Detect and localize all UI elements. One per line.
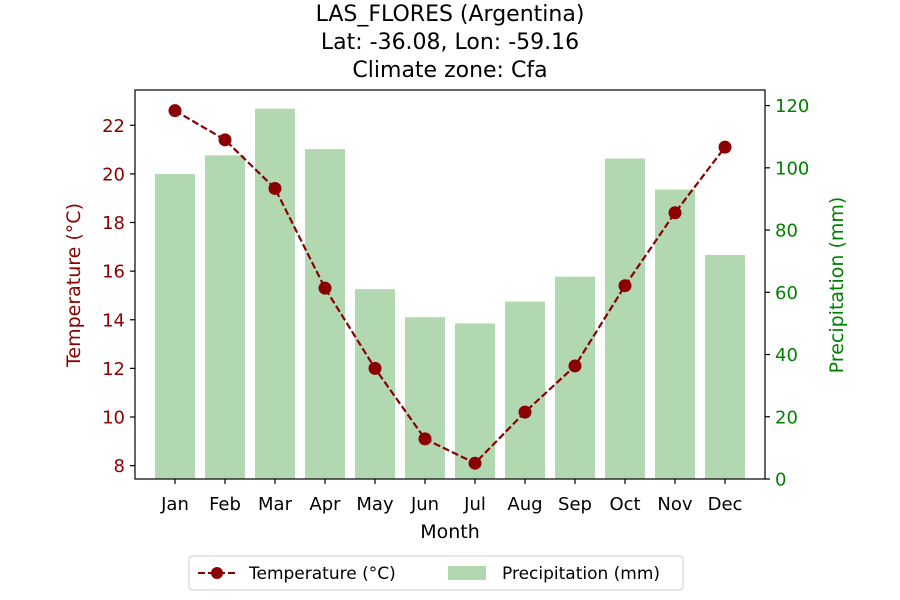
legend-frame	[188, 555, 684, 591]
chart-title-line-2: Lat: -36.08, Lon: -59.16	[321, 30, 579, 55]
precipitation-bar-may	[355, 289, 395, 479]
legend-precipitation-swatch	[448, 566, 486, 580]
right-tick-label: 0	[775, 470, 786, 491]
left-tick-label: 20	[102, 164, 125, 185]
temperature-point-mar	[268, 181, 282, 195]
x-tick-label-mar: Mar	[258, 494, 293, 515]
temperature-point-jan	[168, 104, 182, 118]
precipitation-bar-jul	[455, 323, 495, 479]
legend-precipitation-label: Precipitation (mm)	[502, 564, 660, 584]
precipitation-bar-mar	[255, 108, 295, 479]
right-tick-label: 60	[775, 283, 798, 304]
temperature-point-aug	[518, 405, 532, 419]
legend-temperature-marker-swatch	[211, 567, 223, 579]
x-tick-label-dec: Dec	[708, 494, 743, 515]
temperature-point-jul	[468, 456, 482, 470]
x-tick-label-oct: Oct	[609, 494, 640, 515]
x-tick-label-may: May	[356, 494, 394, 515]
x-axis-label: Month	[420, 521, 480, 543]
x-tick-label-jun: Jun	[410, 494, 439, 515]
x-tick-label-jan: Jan	[160, 494, 189, 515]
left-tick-label: 18	[102, 213, 125, 234]
precipitation-bar-jan	[155, 174, 195, 480]
precipitation-bar-dec	[705, 254, 745, 479]
temperature-point-oct	[618, 279, 632, 293]
chart-title-line-3: Climate zone: Cfa	[352, 58, 547, 83]
temperature-point-may	[368, 361, 382, 375]
left-tick-label: 22	[102, 116, 125, 137]
temperature-point-feb	[218, 133, 232, 147]
temperature-line-path	[174, 109, 726, 465]
left-tick-label: 10	[102, 408, 125, 429]
temperature-point-nov	[668, 206, 682, 220]
temperature-line	[168, 104, 732, 470]
plot-frame	[134, 89, 766, 480]
right-tick-label: 100	[775, 158, 809, 179]
x-tick-label-feb: Feb	[209, 494, 241, 515]
right-axis-ticks: 0 20 40 60 80 100 120	[765, 96, 809, 491]
precipitation-bar-jun	[405, 317, 445, 479]
left-tick-label: 16	[102, 262, 125, 283]
temperature-point-sep	[568, 359, 582, 373]
right-tick-label: 40	[775, 345, 798, 366]
x-tick-label-nov: Nov	[657, 494, 692, 515]
precipitation-bar-oct	[605, 158, 645, 480]
precipitation-bars	[155, 108, 745, 480]
temperature-point-jun	[418, 432, 432, 446]
precipitation-bar-apr	[305, 149, 345, 480]
legend: Temperature (°C) Precipitation (mm)	[188, 555, 684, 591]
left-axis-ticks: 8 10 12 14 16 18 20 22	[102, 116, 135, 477]
left-tick-label: 12	[102, 359, 125, 380]
legend-temperature-label: Temperature (°C)	[248, 564, 396, 584]
x-tick-label-jul: Jul	[463, 494, 486, 515]
right-tick-label: 80	[775, 221, 798, 242]
right-axis-label: Precipitation (mm)	[826, 197, 848, 374]
x-tick-label-aug: Aug	[507, 494, 542, 515]
precipitation-bar-nov	[655, 189, 695, 480]
temperature-point-dec	[718, 140, 732, 154]
precipitation-bar-aug	[505, 301, 545, 479]
left-tick-label: 8	[114, 456, 125, 477]
chart-title-line-1: LAS_FLORES (Argentina)	[316, 2, 585, 27]
x-axis-ticks: Jan Feb Mar Apr May Jun Jul Aug Sep Oct Nov Dec	[160, 479, 742, 515]
left-tick-label: 14	[102, 310, 125, 331]
right-tick-label: 120	[775, 96, 809, 117]
temperature-point-apr	[318, 281, 332, 295]
right-tick-label: 20	[775, 407, 798, 428]
x-tick-label-apr: Apr	[309, 494, 341, 515]
precipitation-bar-sep	[555, 276, 595, 479]
precipitation-bar-feb	[205, 155, 245, 480]
x-tick-label-sep: Sep	[558, 494, 592, 515]
left-axis-label: Temperature (°C)	[63, 203, 85, 368]
